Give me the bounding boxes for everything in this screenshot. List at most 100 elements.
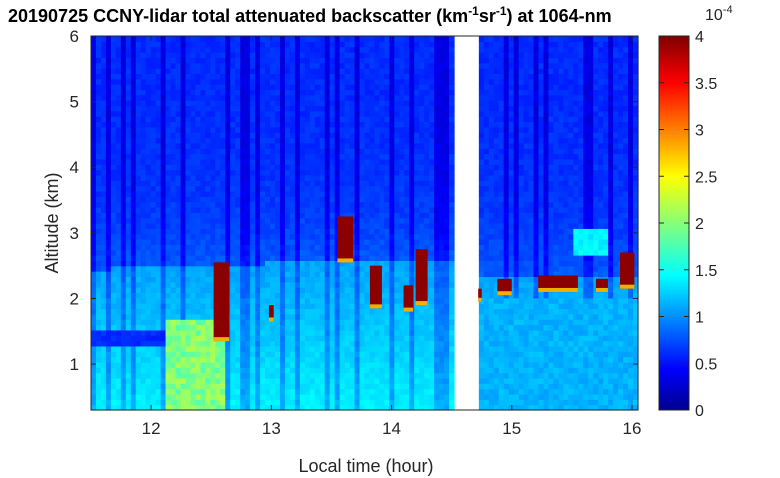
- heatmap-cell: [135, 142, 142, 149]
- heatmap-cell: [314, 121, 321, 128]
- heatmap-cell: [364, 153, 371, 160]
- heatmap-cell: [429, 356, 435, 363]
- heatmap-cell: [150, 287, 157, 294]
- heatmap-cell: [309, 372, 316, 379]
- heatmap-cell: [105, 94, 112, 101]
- heatmap-cell: [205, 303, 211, 310]
- heatmap-cell: [260, 46, 266, 53]
- heatmap-cell: [270, 78, 276, 85]
- heatmap-cell: [394, 276, 400, 283]
- heatmap-cell: [429, 57, 435, 64]
- heatmap-cell: [140, 297, 147, 304]
- heatmap-cell: [339, 196, 346, 203]
- heatmap-cell: [170, 68, 177, 74]
- heatmap-cell: [235, 356, 241, 363]
- heatmap-cell: [195, 121, 201, 128]
- heatmap-cell: [91, 142, 97, 149]
- heatmap-cell: [205, 169, 211, 176]
- heatmap-cell: [339, 110, 346, 117]
- heatmap-cell: [125, 308, 132, 315]
- heatmap-cell: [130, 329, 137, 336]
- heatmap-cell: [145, 271, 152, 278]
- heatmap-cell: [170, 319, 177, 326]
- heatmap-cell: [319, 399, 326, 406]
- heatmap-cell: [165, 100, 172, 107]
- heatmap-cell: [389, 212, 395, 219]
- heatmap-cell: [265, 137, 271, 144]
- heatmap-cell: [374, 201, 381, 208]
- heatmap-cell: [195, 303, 201, 310]
- heatmap-cell: [349, 68, 356, 74]
- heatmap-cell: [274, 287, 281, 294]
- heatmap-cell: [100, 367, 107, 374]
- heatmap-cell: [319, 137, 326, 144]
- heatmap-cell: [115, 383, 122, 390]
- heatmap-cell: [220, 340, 226, 347]
- heatmap-cell: [414, 110, 420, 117]
- heatmap-cell: [205, 100, 211, 107]
- heatmap-cell: [379, 233, 385, 240]
- heatmap-cell: [309, 404, 316, 411]
- heatmap-cell: [349, 335, 356, 342]
- heatmap-cell: [444, 276, 450, 283]
- heatmap-cell: [384, 345, 390, 352]
- heatmap-cell: [284, 319, 291, 326]
- heatmap-cell: [250, 137, 256, 144]
- heatmap-cell: [110, 393, 117, 400]
- heatmap-cell: [155, 68, 162, 74]
- heatmap-cell: [354, 73, 361, 80]
- heatmap-cell: [175, 110, 182, 117]
- heatmap-cell: [299, 393, 306, 400]
- heatmap-cell: [180, 132, 187, 139]
- heatmap-cell: [180, 52, 187, 58]
- heatmap-cell: [185, 388, 192, 395]
- heatmap-cell: [245, 180, 251, 187]
- heatmap-cell: [284, 260, 291, 267]
- heatmap-cell: [309, 142, 316, 149]
- heatmap-cell: [195, 62, 201, 69]
- heatmap-cell: [359, 404, 366, 411]
- heatmap-cell: [150, 46, 157, 53]
- heatmap-cell: [220, 105, 226, 112]
- heatmap-cell: [165, 169, 172, 176]
- heatmap-cell: [369, 46, 376, 53]
- heatmap-cell: [369, 319, 376, 326]
- heatmap-cell: [260, 62, 266, 69]
- heatmap-cell: [250, 41, 256, 48]
- heatmap-cell: [110, 356, 117, 363]
- heatmap-cell: [180, 223, 187, 229]
- heatmap-cell: [215, 41, 221, 48]
- heatmap-cell: [145, 308, 152, 315]
- heatmap-cell: [369, 57, 376, 64]
- heatmap-cell: [150, 206, 157, 213]
- heatmap-cell: [419, 174, 425, 181]
- heatmap-cell: [91, 324, 97, 331]
- heatmap-cell: [260, 68, 266, 74]
- heatmap-cell: [250, 335, 256, 342]
- heatmap-cell: [434, 36, 440, 42]
- heatmap-cell: [389, 393, 395, 400]
- heatmap-cell: [379, 308, 385, 315]
- heatmap-cell: [170, 367, 177, 374]
- heatmap-cell: [374, 36, 381, 42]
- heatmap-cell: [205, 361, 211, 368]
- heatmap-cell: [155, 356, 162, 363]
- heatmap-cell: [140, 94, 147, 101]
- heatmap-cell: [205, 228, 211, 235]
- heatmap-cell: [309, 276, 316, 283]
- heatmap-cell: [165, 132, 172, 139]
- heatmap-cell: [240, 393, 246, 400]
- heatmap-cell: [170, 62, 177, 69]
- heatmap-cell: [439, 356, 445, 363]
- heatmap-cell: [170, 260, 177, 267]
- heatmap-cell: [190, 265, 197, 272]
- heatmap-cell: [409, 153, 415, 160]
- heatmap-cell: [404, 313, 410, 320]
- heatmap-cell: [240, 36, 246, 42]
- heatmap-cell: [180, 46, 187, 53]
- heatmap-cell: [170, 383, 177, 390]
- heatmap-cell: [314, 196, 321, 203]
- heatmap-cell: [120, 239, 127, 245]
- heatmap-cell: [240, 340, 246, 347]
- heatmap-cell: [364, 180, 371, 187]
